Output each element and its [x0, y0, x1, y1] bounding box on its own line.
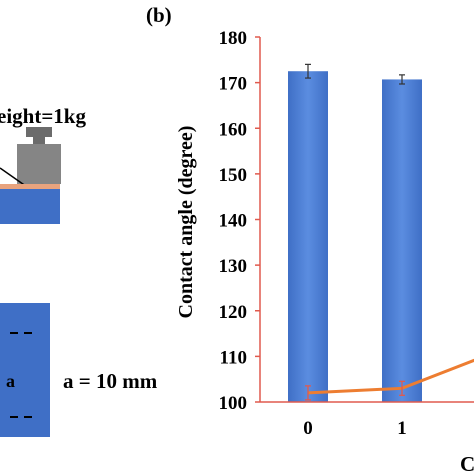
bar-1 [382, 79, 422, 403]
plot-area: 100 110 120 130 140 150 160 170 180 0 1 C [219, 28, 474, 474]
y-axis-title: Contact angle (degree) [175, 126, 197, 319]
x-tick-label-0: 0 [303, 418, 313, 439]
y-tick-label-150: 150 [219, 165, 248, 186]
weight-icon [0, 127, 61, 190]
y-tick-label-110: 110 [220, 347, 247, 368]
y-tick-label-140: 140 [219, 211, 248, 232]
coating-layer [0, 184, 60, 189]
bar-0 [288, 71, 328, 402]
y-tick-label-160: 160 [219, 119, 248, 140]
x-tick-label-1: 1 [397, 418, 407, 439]
schematic-panel: eight=1kg a a = 10 mm [0, 104, 158, 437]
dimension-letter: a [6, 371, 15, 391]
dimension-label: a = 10 mm [63, 369, 158, 393]
sample-plate [0, 303, 50, 437]
y-tick-label-180: 180 [219, 28, 248, 49]
y-tick-label-120: 120 [219, 302, 248, 323]
x-axis-title-fragment: C [460, 452, 474, 474]
y-tick-label-170: 170 [219, 74, 248, 95]
weight-label: eight=1kg [0, 104, 86, 128]
y-tick-label-100: 100 [219, 393, 248, 414]
panel-label: (b) [146, 3, 172, 27]
y-tick-label-130: 130 [219, 256, 248, 277]
substrate-block [0, 189, 60, 224]
